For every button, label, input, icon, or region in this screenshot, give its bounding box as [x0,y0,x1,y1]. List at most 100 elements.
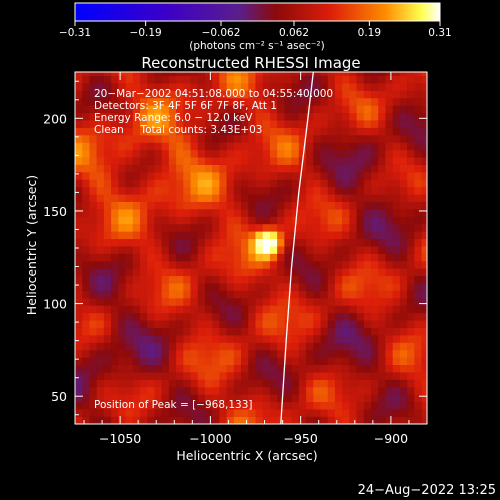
heatmap-cell [125,223,134,232]
heatmap-cell [407,260,415,269]
heatmap-cell [132,275,141,284]
heatmap-cell [82,357,90,366]
heatmap-cell [414,231,422,240]
heatmap-cell [327,379,336,388]
heatmap-cell [291,97,300,106]
heatmap-cell [147,134,155,143]
heatmap-cell [75,231,83,240]
heatmap-cell [204,105,213,114]
heatmap-cell [392,342,401,351]
heatmap-cell [89,246,97,254]
heatmap-cell [204,268,213,277]
heatmap-cell [363,223,372,232]
heatmap-cell [233,364,242,373]
heatmap-cell [103,105,112,114]
peak-position-label: Position of Peak = [−968,133] [94,399,253,411]
heatmap-cell [320,342,329,351]
heatmap-cell [176,75,184,84]
heatmap-cell [363,305,372,314]
heatmap-cell [96,90,105,99]
heatmap-cell [168,172,177,180]
heatmap-cell [320,246,329,254]
heatmap-cell [176,364,184,373]
heatmap-cell [197,268,206,277]
y-tick-label: 150 [43,204,67,219]
heatmap-cell [139,275,148,284]
heatmap-cell [139,290,148,299]
heatmap-cell [277,312,285,321]
heatmap-cell [176,97,184,106]
heatmap-cell [132,312,141,321]
heatmap-cell [349,209,357,217]
heatmap-cell [233,75,242,84]
heatmap-cell [176,260,184,269]
heatmap-cell [269,364,278,373]
heatmap-cell [154,223,162,232]
heatmap-cell [392,179,401,188]
heatmap-cell [349,342,357,351]
heatmap-cell [421,327,427,336]
heatmap-cell [284,283,292,291]
heatmap-cell [342,246,350,254]
heatmap-cell [197,97,206,106]
heatmap-cell [212,401,220,410]
heatmap-cell [139,401,148,410]
heatmap-cell [89,364,97,373]
heatmap-cell [125,105,134,114]
heatmap-cell [414,401,422,410]
heatmap-cell [89,275,97,284]
heatmap-cell [414,216,422,225]
heatmap-cell [82,246,90,254]
heatmap-cell [306,164,314,173]
colorbar-tick-label: 0.31 [428,27,451,39]
heatmap-cell [414,320,422,328]
heatmap-cell [75,75,83,84]
heatmap-cell [89,194,97,202]
heatmap-cell [125,97,134,106]
heatmap-cell [371,364,379,373]
heatmap-cell [262,83,271,91]
heatmap-cell [212,253,220,262]
heatmap-cell [125,283,134,291]
heatmap-cell [342,223,350,232]
heatmap-cell [154,364,162,373]
heatmap-cell [342,260,350,269]
heatmap-cell [306,386,314,395]
heatmap-cell [327,72,336,76]
heatmap-cell [176,164,184,173]
heatmap-cell [356,120,365,128]
heatmap-cell [392,372,401,380]
heatmap-cell [371,253,379,262]
heatmap-cell [212,164,220,173]
heatmap-cell [421,134,427,143]
heatmap-cell [327,335,336,343]
heatmap-cell [204,142,213,151]
heatmap-cell [313,409,321,417]
heatmap-cell [421,335,427,343]
heatmap-cell [248,172,256,180]
heatmap-cell [320,127,329,136]
heatmap-cell [168,401,177,410]
heatmap-cell [306,290,314,299]
heatmap-cell [168,409,177,417]
heatmap-cell [96,223,105,232]
heatmap-cell [385,327,393,336]
heatmap-cell [421,386,427,395]
heatmap-cell [363,335,372,343]
heatmap-cell [219,127,227,136]
heatmap-cell [255,238,264,247]
heatmap-cell [103,90,112,99]
heatmap-cell [378,142,386,151]
heatmap-cell [226,223,235,232]
heatmap-cell [111,75,119,84]
heatmap-cell [421,283,427,291]
heatmap-cell [82,194,90,202]
heatmap-cell [399,275,408,284]
heatmap-cell [190,364,199,373]
heatmap-cell [154,260,162,269]
heatmap-cell [298,349,307,358]
heatmap-cell [111,179,119,188]
heatmap-cell [284,83,292,91]
heatmap-cell [385,134,393,143]
heatmap-cell [378,97,386,106]
